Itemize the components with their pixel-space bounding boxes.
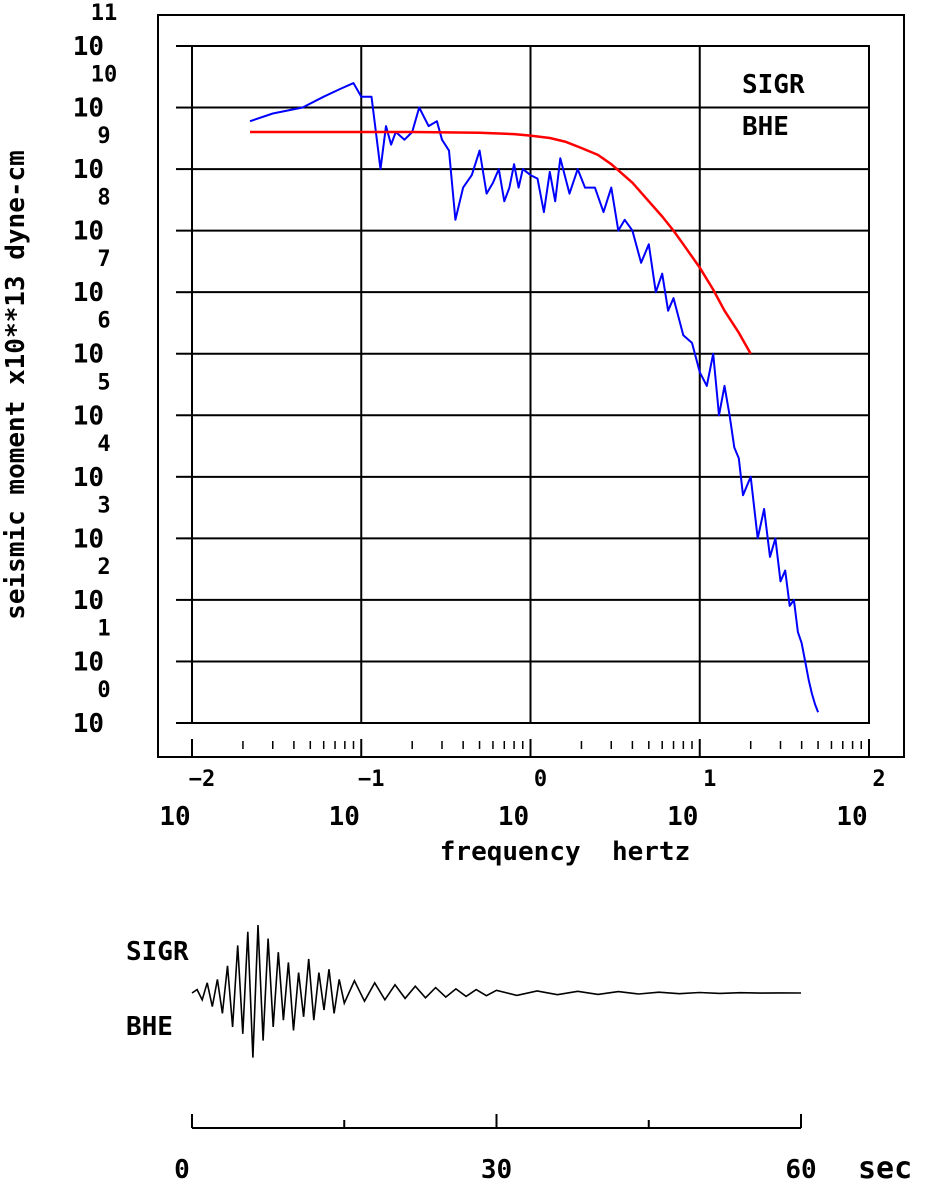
spectrum-ticks — [176, 45, 870, 757]
spectrum-y-tick-exponent: 4 — [97, 432, 110, 457]
spectrum-y-tick-base: 10 — [73, 278, 104, 308]
spectrum-y-tick-base: 10 — [73, 586, 104, 616]
seismogram-time-tick-label: 60 — [785, 1155, 816, 1184]
spectrum-y-tick-exponent: 8 — [97, 186, 110, 211]
spectrum-series-observed — [249, 82, 820, 713]
seismogram-waveform — [191, 924, 802, 1058]
spectrum-x-tick-exponent: −2 — [189, 767, 216, 792]
spectrum-y-tick-base: 10 — [73, 217, 104, 247]
seismogram-chart: SIGR BHE 0 30 60 sec — [126, 924, 912, 1184]
spectrum-series — [249, 82, 820, 713]
spectrum-x-tick-base: 10 — [329, 802, 360, 832]
spectrum-annotation-station: SIGR — [742, 70, 805, 100]
spectrum-x-tick-exponent: 1 — [703, 767, 716, 792]
spectrum-y-tick-base: 10 — [73, 709, 104, 739]
spectrum-x-tick-base: 10 — [667, 802, 698, 832]
spectrum-y-tick-base: 10 — [73, 401, 104, 431]
seismogram-time-unit: sec — [858, 1151, 912, 1184]
spectrum-y-tick-exponent: 3 — [97, 493, 110, 518]
spectrum-x-tick-base: 10 — [159, 802, 190, 832]
spectrum-grid — [192, 46, 869, 723]
spectrum-x-tick-exponent: 0 — [534, 767, 547, 792]
seismogram-time-tick-label: 30 — [481, 1155, 512, 1184]
spectrum-y-tick-exponent: 10 — [91, 63, 118, 88]
spectrum-y-tick-base: 10 — [73, 647, 104, 677]
x-axis-label: frequency hertz — [440, 837, 690, 867]
spectrum-y-tick-base: 10 — [73, 340, 104, 370]
seismogram-trace — [191, 924, 802, 1058]
spectrum-y-tick-exponent: 6 — [97, 309, 110, 334]
seismogram-time-labels: 0 30 60 — [174, 1155, 816, 1184]
seismogram-channel-label: BHE — [126, 1012, 173, 1042]
spectrum-x-tick-base: 10 — [836, 802, 867, 832]
spectrum-y-tick-base: 10 — [73, 94, 104, 124]
spectrum-y-tick-base: 10 — [73, 155, 104, 185]
spectrum-series-model-fit — [250, 130, 752, 355]
spectrum-x-tick-exponent: −1 — [358, 767, 385, 792]
seismogram-station-label: SIGR — [126, 937, 189, 967]
spectrum-y-tick-base: 10 — [73, 463, 104, 493]
spectrum-y-tick-exponent: 1 — [97, 616, 110, 641]
spectrum-y-tick-exponent: 2 — [97, 555, 110, 580]
spectrum-x-tick-exponent: 2 — [872, 767, 885, 792]
spectrum-y-tick-base: 10 — [73, 524, 104, 554]
seismogram-time-tick-label: 0 — [174, 1155, 190, 1184]
spectrum-y-tick-exponent: 11 — [91, 1, 118, 26]
y-axis-label: seismic moment x10**13 dyne-cm — [1, 150, 31, 620]
spectrum-y-tick-exponent: 7 — [97, 247, 110, 272]
spectrum-y-tick-exponent: 9 — [97, 124, 110, 149]
spectrum-y-tick-exponent: 5 — [97, 370, 110, 395]
spectrum-x-tick-base: 10 — [498, 802, 529, 832]
seismogram-time-axis — [191, 1114, 802, 1129]
spectrum-y-tick-base: 10 — [73, 32, 104, 62]
spectrum-annotation-channel: BHE — [742, 112, 789, 142]
spectrum-y-tick-exponent: 0 — [97, 678, 110, 703]
